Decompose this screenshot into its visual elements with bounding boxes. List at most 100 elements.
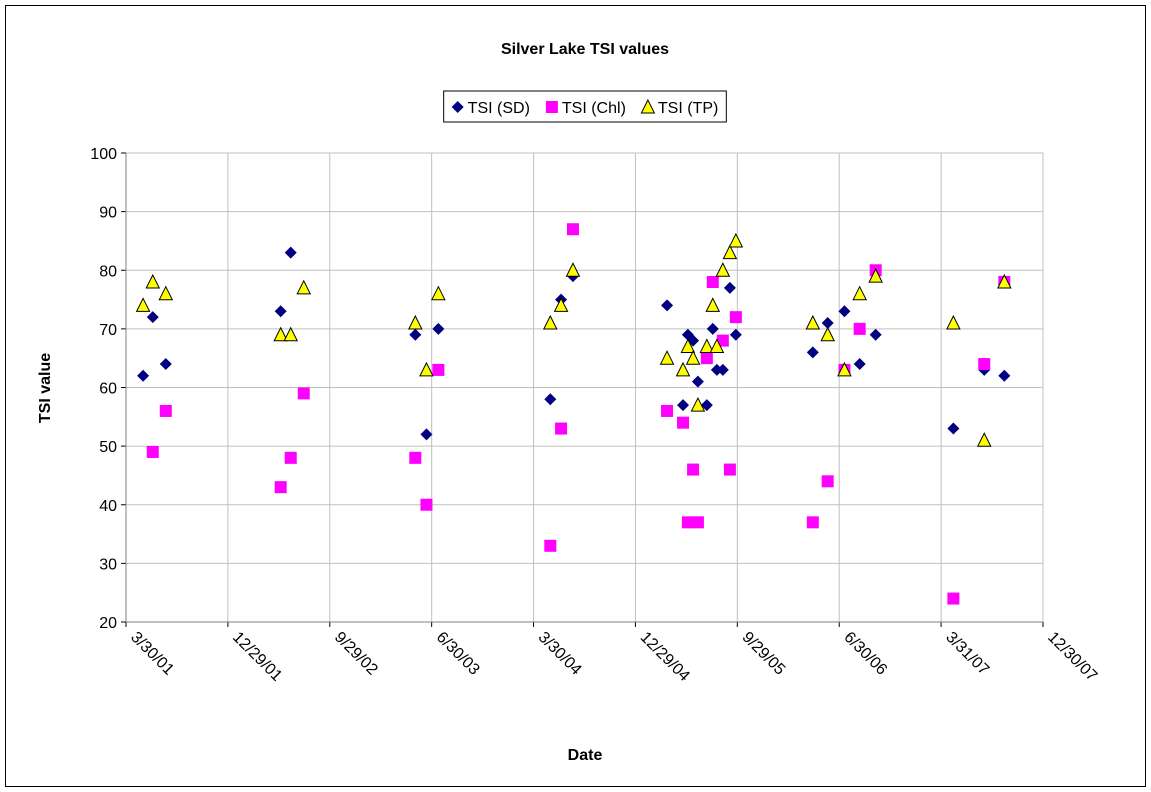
data-point: [409, 328, 422, 341]
y-axis-label: TSI value: [37, 353, 54, 423]
data-point: [868, 267, 883, 283]
data-point: [806, 516, 819, 529]
data-point: [677, 399, 690, 412]
data-point: [821, 475, 834, 488]
data-point: [680, 338, 696, 353]
y-tick-label: 90: [99, 205, 117, 222]
data-point: [978, 358, 991, 371]
y-tick-label: 30: [99, 556, 117, 573]
data-point: [677, 416, 690, 429]
data-point: [681, 516, 694, 529]
data-point: [705, 297, 721, 312]
data-point: [976, 432, 992, 447]
chart-border: [5, 5, 1146, 787]
legend-marker: [545, 101, 558, 113]
data-point: [709, 338, 725, 353]
data-point: [661, 404, 674, 417]
data-point: [661, 299, 674, 312]
data-point: [296, 279, 312, 295]
data-point: [715, 262, 731, 277]
data-point: [869, 328, 882, 341]
x-axis-label: Date: [568, 747, 603, 764]
data-point: [273, 326, 289, 342]
data-point: [852, 285, 867, 301]
data-point: [946, 314, 961, 330]
y-tick-label: 50: [99, 439, 117, 456]
data-point: [947, 592, 960, 605]
data-point: [158, 285, 174, 301]
data-point: [853, 358, 866, 371]
data-point: [146, 445, 159, 458]
data-point: [837, 361, 852, 377]
data-point: [838, 305, 851, 318]
y-tick-label: 80: [99, 263, 117, 280]
legend-label: TSI (TP): [658, 100, 718, 117]
data-point: [419, 361, 434, 377]
data-point: [146, 311, 159, 324]
y-tick-label: 40: [99, 498, 117, 515]
y-tick-label: 100: [90, 146, 117, 163]
legend-box: [443, 90, 727, 123]
chart-title: Silver Lake TSI values: [501, 41, 669, 58]
data-point: [409, 451, 422, 464]
data-point: [283, 326, 299, 342]
data-point: [137, 369, 150, 382]
data-point: [145, 273, 161, 289]
data-point: [706, 275, 719, 288]
data-point: [722, 244, 738, 260]
data-point: [690, 396, 706, 412]
legend-label: TSI (SD): [468, 100, 530, 117]
data-point: [706, 322, 719, 335]
data-point: [542, 314, 558, 330]
data-point: [691, 375, 704, 388]
data-point: [135, 297, 151, 312]
data-point: [555, 422, 568, 435]
data-point: [284, 451, 297, 464]
data-point: [687, 463, 700, 476]
data-point: [716, 334, 729, 347]
data-point: [821, 317, 834, 330]
data-point: [659, 350, 675, 365]
data-point: [723, 281, 736, 294]
data-point: [407, 314, 423, 330]
data-point: [565, 262, 581, 277]
data-point: [544, 393, 557, 406]
data-point: [700, 352, 713, 365]
y-tick-label: 20: [99, 615, 117, 632]
data-point: [691, 516, 704, 529]
y-tick-label: 70: [99, 322, 117, 339]
data-point: [420, 498, 433, 511]
data-point: [274, 305, 287, 318]
data-point: [675, 361, 691, 377]
data-point: [723, 463, 736, 476]
legend-marker: [640, 98, 656, 114]
data-point: [566, 223, 579, 236]
data-point: [420, 428, 433, 441]
data-point: [274, 481, 287, 494]
data-point: [284, 246, 297, 259]
data-point: [431, 285, 446, 301]
data-point: [806, 346, 819, 359]
data-point: [432, 322, 445, 335]
data-point: [159, 404, 172, 417]
data-point: [853, 322, 866, 335]
data-point: [947, 422, 960, 435]
legend-label: TSI (Chl): [562, 100, 626, 117]
y-tick-label: 60: [99, 381, 117, 398]
data-point: [553, 297, 569, 312]
data-point: [159, 358, 172, 371]
data-point: [997, 273, 1012, 289]
data-point: [544, 539, 557, 552]
data-point: [699, 338, 715, 353]
data-point: [700, 399, 713, 412]
data-point: [297, 387, 310, 400]
data-point: [685, 350, 701, 365]
data-point: [729, 311, 742, 324]
data-point: [728, 232, 744, 248]
data-point: [729, 328, 742, 341]
data-point: [716, 363, 729, 376]
data-point: [998, 369, 1011, 382]
data-point: [820, 326, 836, 342]
legend-marker: [451, 101, 464, 113]
data-point: [805, 314, 821, 330]
